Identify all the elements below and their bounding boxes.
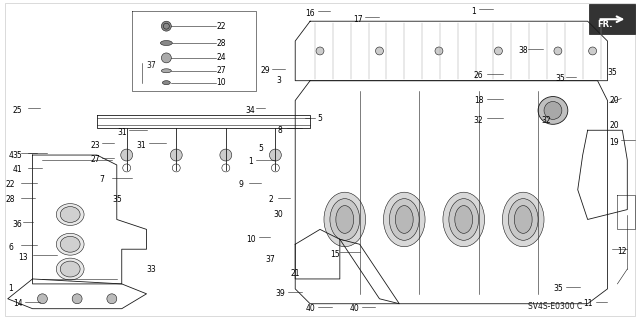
Ellipse shape	[60, 236, 80, 252]
Text: 13: 13	[18, 253, 28, 262]
Ellipse shape	[508, 199, 538, 240]
Text: 35: 35	[13, 151, 22, 160]
Ellipse shape	[60, 261, 80, 277]
Ellipse shape	[515, 205, 532, 234]
Text: 14: 14	[13, 299, 22, 308]
Circle shape	[38, 294, 47, 304]
Ellipse shape	[161, 69, 172, 73]
Text: 31: 31	[117, 128, 127, 137]
Circle shape	[316, 47, 324, 55]
Text: 31: 31	[137, 141, 147, 150]
Ellipse shape	[56, 234, 84, 255]
Text: 5: 5	[317, 114, 323, 123]
Text: 37: 37	[147, 61, 156, 70]
Circle shape	[495, 47, 502, 55]
Ellipse shape	[383, 192, 425, 247]
Text: 23: 23	[90, 141, 100, 150]
Text: 7: 7	[99, 175, 104, 184]
Ellipse shape	[502, 192, 544, 247]
Text: 1: 1	[471, 7, 476, 16]
Ellipse shape	[538, 97, 568, 124]
Text: 39: 39	[275, 289, 285, 298]
Text: FR.: FR.	[598, 20, 613, 29]
Text: SV4S-E0300 C: SV4S-E0300 C	[528, 302, 582, 311]
Text: 30: 30	[273, 210, 284, 219]
Text: 17: 17	[353, 15, 362, 24]
Text: 6: 6	[8, 243, 13, 252]
Text: 22: 22	[6, 180, 15, 189]
Ellipse shape	[443, 192, 484, 247]
Text: 18: 18	[474, 96, 483, 105]
Ellipse shape	[455, 205, 473, 234]
Text: 12: 12	[618, 247, 627, 256]
Text: 28: 28	[6, 195, 15, 204]
Text: 22: 22	[216, 22, 226, 31]
Text: 8: 8	[278, 126, 283, 135]
Text: 10: 10	[216, 78, 226, 87]
Ellipse shape	[544, 101, 562, 119]
Text: 20: 20	[610, 96, 620, 105]
Text: 35: 35	[607, 68, 618, 77]
Ellipse shape	[56, 204, 84, 226]
FancyBboxPatch shape	[4, 4, 636, 315]
Text: 27: 27	[90, 155, 100, 165]
Ellipse shape	[389, 199, 419, 240]
Ellipse shape	[163, 81, 170, 85]
Text: 32: 32	[541, 116, 551, 125]
Text: 24: 24	[216, 53, 226, 63]
Text: 25: 25	[13, 106, 22, 115]
Circle shape	[220, 149, 232, 161]
Text: 36: 36	[13, 220, 22, 229]
Text: 2: 2	[268, 195, 273, 204]
Circle shape	[170, 149, 182, 161]
Text: 34: 34	[246, 106, 255, 115]
Text: 5: 5	[258, 144, 263, 152]
Text: 4: 4	[8, 151, 13, 160]
Text: 35: 35	[555, 74, 564, 83]
Circle shape	[121, 149, 132, 161]
Text: 19: 19	[610, 138, 620, 147]
Circle shape	[435, 47, 443, 55]
Text: 10: 10	[246, 235, 255, 244]
Text: 11: 11	[583, 299, 593, 308]
Ellipse shape	[336, 205, 354, 234]
Text: 29: 29	[260, 66, 270, 75]
Text: 32: 32	[474, 116, 483, 125]
Circle shape	[269, 149, 282, 161]
Text: 15: 15	[330, 250, 340, 259]
Circle shape	[376, 47, 383, 55]
Circle shape	[72, 294, 82, 304]
Circle shape	[554, 47, 562, 55]
Text: 3: 3	[276, 76, 281, 85]
Text: 9: 9	[238, 180, 243, 189]
Text: 40: 40	[350, 304, 360, 313]
Text: 26: 26	[474, 71, 483, 80]
Ellipse shape	[449, 199, 479, 240]
Circle shape	[161, 21, 172, 31]
Text: 38: 38	[518, 47, 528, 56]
Circle shape	[161, 53, 172, 63]
Text: 41: 41	[13, 166, 22, 174]
Ellipse shape	[56, 258, 84, 280]
Text: 20: 20	[610, 121, 620, 130]
Text: 37: 37	[266, 255, 275, 263]
Ellipse shape	[161, 41, 172, 46]
Circle shape	[589, 47, 596, 55]
Text: 1: 1	[8, 284, 13, 293]
Text: 27: 27	[216, 66, 226, 75]
Text: 1: 1	[248, 158, 253, 167]
Text: 16: 16	[305, 9, 315, 18]
Ellipse shape	[396, 205, 413, 234]
Circle shape	[107, 294, 116, 304]
Text: 40: 40	[305, 304, 315, 313]
Text: 33: 33	[147, 264, 156, 273]
Ellipse shape	[60, 207, 80, 222]
Text: 28: 28	[216, 39, 226, 48]
Ellipse shape	[330, 199, 360, 240]
Text: 35: 35	[553, 284, 563, 293]
FancyBboxPatch shape	[589, 4, 636, 34]
Text: 21: 21	[291, 270, 300, 278]
Text: 35: 35	[112, 195, 122, 204]
Ellipse shape	[324, 192, 365, 247]
